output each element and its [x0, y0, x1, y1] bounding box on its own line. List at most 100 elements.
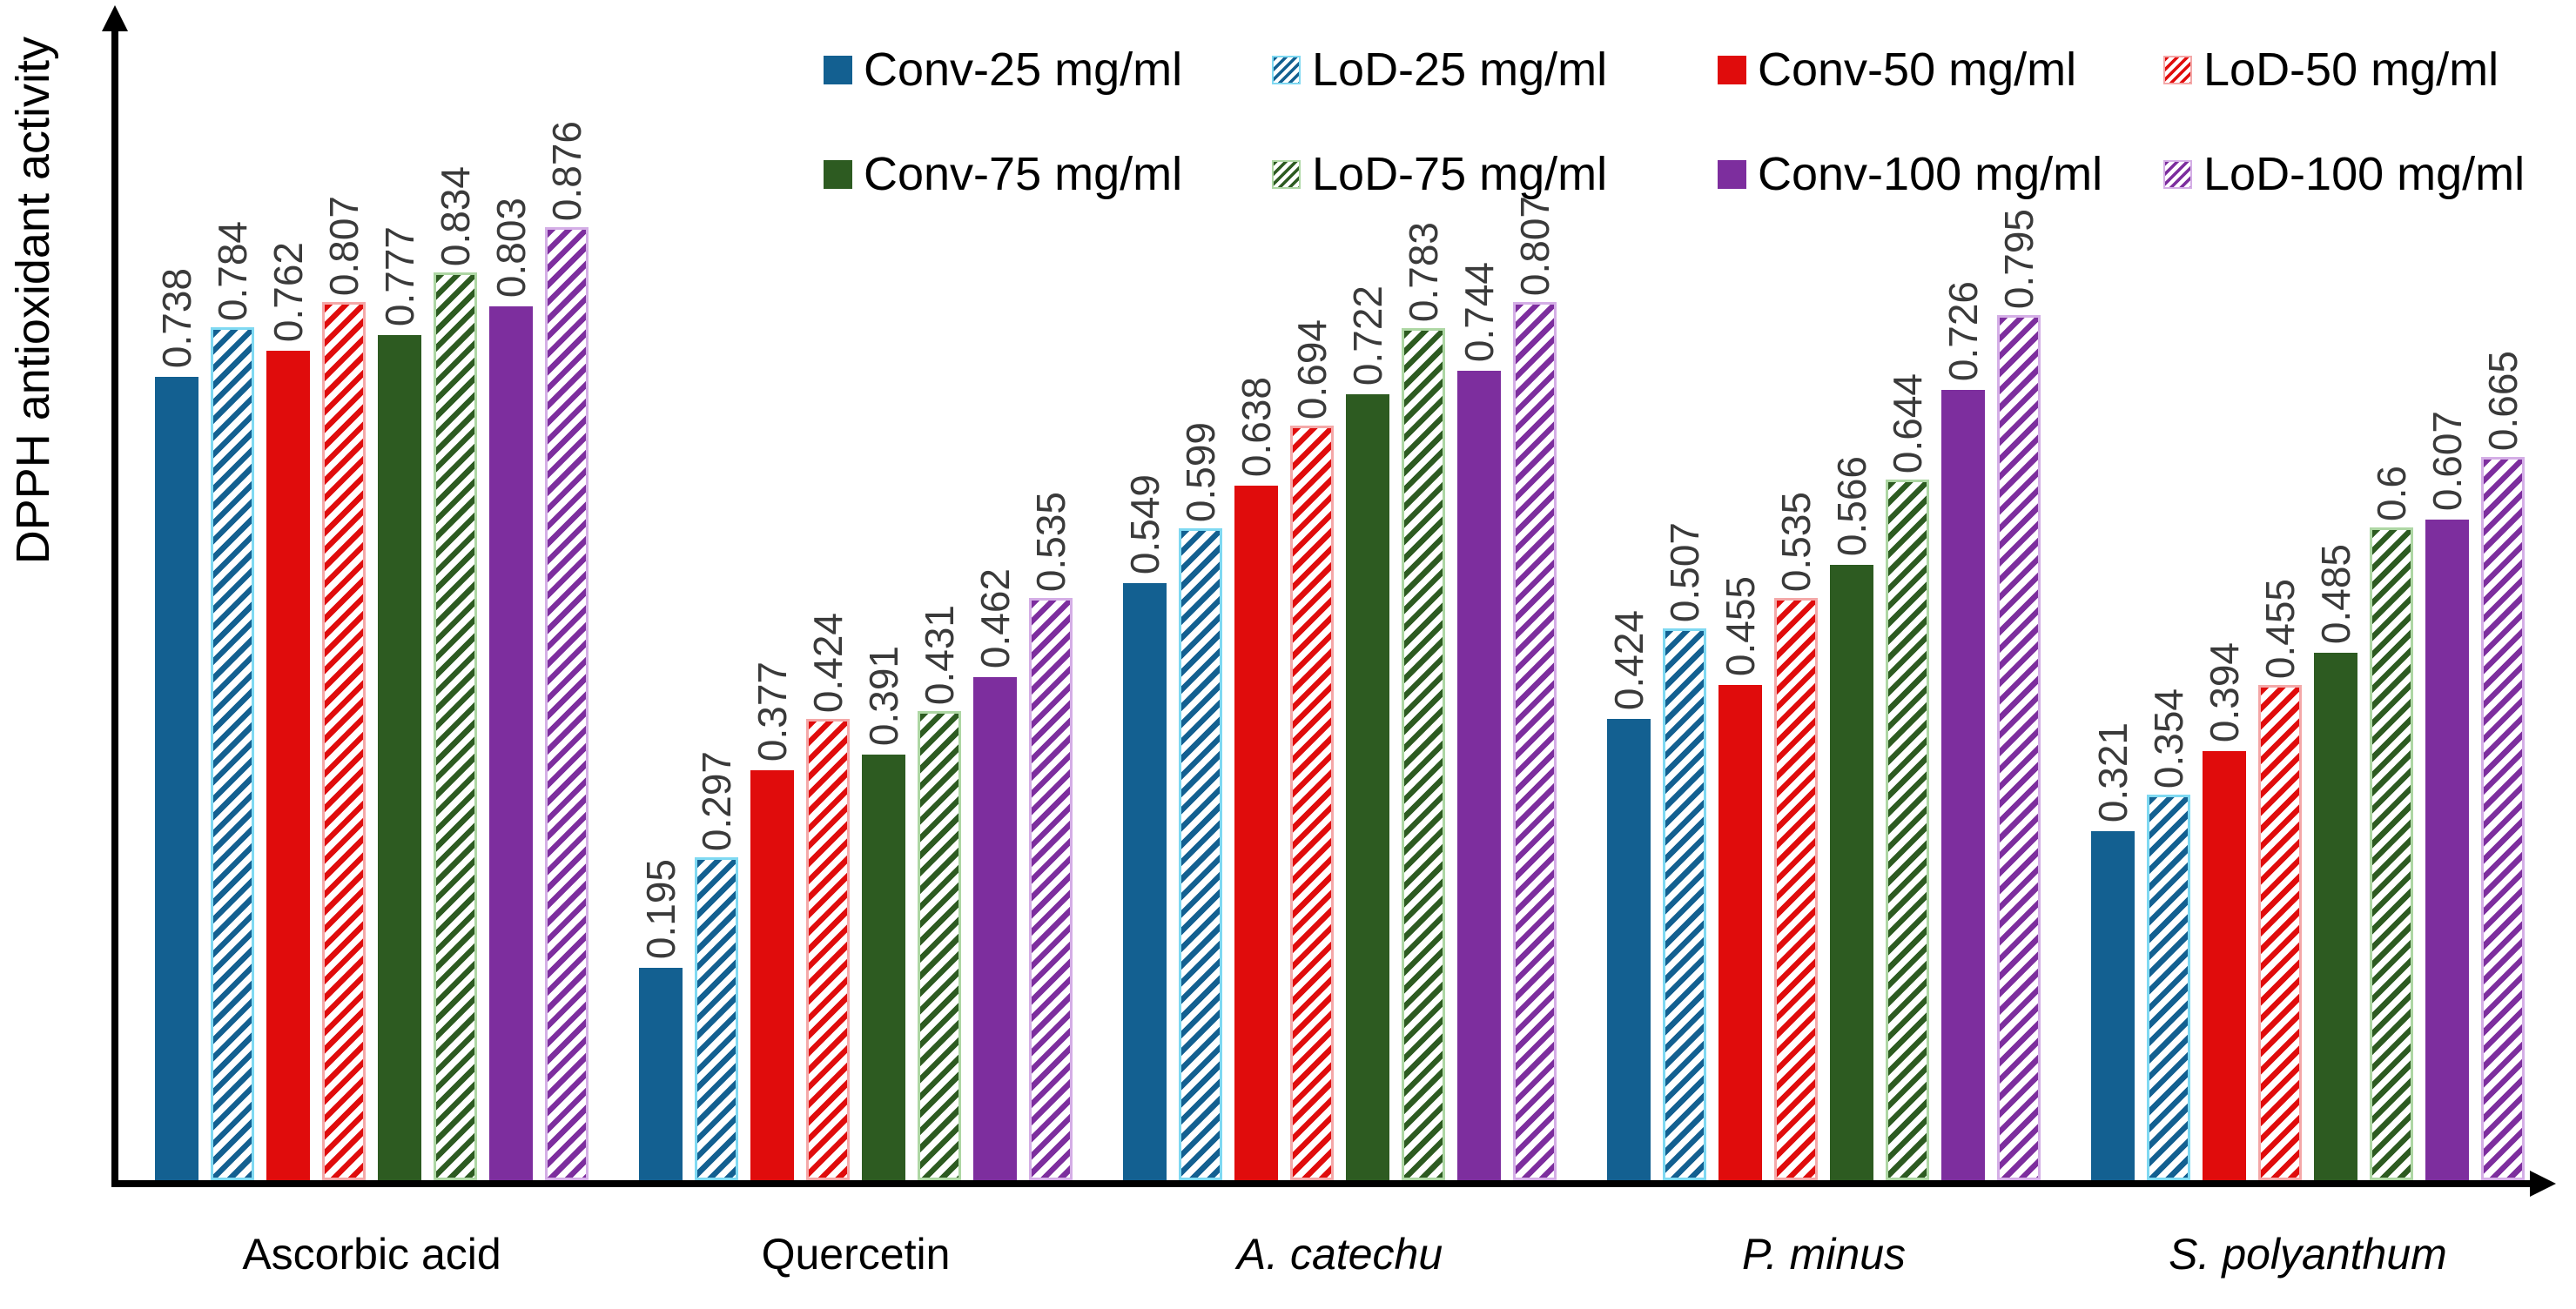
legend-row: Conv-25 mg/ml LoD-25 mg/ml Conv-50 mg/ml Lo…	[824, 35, 2525, 104]
bar-value-label: 0.424	[1606, 609, 1651, 710]
bar: 0.783	[1401, 222, 1446, 1180]
bar-value-label: 0.795	[1996, 208, 2041, 309]
bar: 0.455	[2257, 579, 2303, 1180]
bar: 0.424	[805, 613, 851, 1180]
bar: 0.744	[1456, 262, 1502, 1180]
bar: 0.535	[1773, 492, 1819, 1180]
bar-value-label: 0.455	[2257, 578, 2303, 679]
legend-row: Conv-75 mg/ml LoD-75 mg/ml Conv-100 mg/ml L…	[824, 139, 2525, 209]
bar: 0.665	[2480, 351, 2526, 1180]
legend-label: LoD-75 mg/ml	[1312, 148, 1608, 200]
bar: 0.297	[694, 751, 739, 1180]
bar-value-label: 0.485	[2313, 543, 2358, 644]
bar: 0.777	[377, 226, 422, 1180]
category-label: Quercetin	[761, 1230, 951, 1279]
bar-value-label: 0.391	[861, 645, 906, 746]
legend-item: LoD-25 mg/ml	[1272, 43, 1718, 97]
bar: 0.394	[2202, 642, 2247, 1180]
y-axis-label: DPPH antioxidant activity	[7, 37, 59, 565]
bar: 0.507	[1662, 522, 1707, 1180]
legend-swatch-icon	[2163, 159, 2192, 189]
legend-item: Conv-100 mg/ml	[1718, 147, 2163, 201]
bar-value-label: 0.807	[321, 195, 367, 296]
bar-value-label: 0.726	[1940, 280, 1986, 381]
bar: 0.726	[1940, 281, 1986, 1180]
legend-swatch-icon	[1718, 55, 1746, 84]
bar-value-label: 0.535	[1773, 491, 1819, 592]
bar-value-label: 0.566	[1829, 455, 1874, 556]
bar: 0.644	[1885, 373, 1930, 1180]
legend-label: Conv-100 mg/ml	[1758, 148, 2103, 200]
bar-value-label: 0.507	[1662, 521, 1707, 622]
bar: 0.535	[1028, 492, 1073, 1180]
bar-value-label: 0.665	[2480, 350, 2526, 451]
bar: 0.807	[1512, 196, 1557, 1180]
bar: 0.876	[544, 121, 589, 1180]
bar: 0.431	[917, 605, 962, 1180]
legend-swatch-icon	[1272, 159, 1301, 189]
bar: 0.377	[750, 661, 795, 1180]
bar-value-label: 0.599	[1178, 421, 1223, 522]
legend-swatch-icon	[1272, 55, 1301, 84]
bar-value-label: 0.738	[154, 267, 199, 368]
bar: 0.638	[1234, 377, 1279, 1180]
category-label: Ascorbic acid	[242, 1230, 501, 1279]
bar-value-label: 0.722	[1345, 285, 1390, 386]
bar-value-label: 0.535	[1028, 491, 1073, 592]
legend-swatch-icon	[1718, 159, 1746, 189]
bar: 0.566	[1829, 456, 1874, 1180]
legend: Conv-25 mg/ml LoD-25 mg/ml Conv-50 mg/ml Lo…	[824, 35, 2525, 209]
bar: 0.795	[1996, 209, 2041, 1180]
bar: 0.807	[321, 196, 367, 1180]
bar: 0.738	[154, 268, 199, 1180]
bar-value-label: 0.744	[1456, 261, 1502, 362]
bar-value-label: 0.6	[2369, 466, 2414, 521]
bar-value-label: 0.784	[210, 220, 255, 321]
legend-item: Conv-75 mg/ml	[824, 147, 1272, 201]
bar: 0.462	[972, 568, 1018, 1180]
bar-value-label: 0.195	[638, 858, 683, 959]
bar-value-label: 0.762	[266, 241, 311, 342]
bar-value-label: 0.377	[750, 661, 795, 762]
legend-label: Conv-75 mg/ml	[864, 148, 1183, 200]
legend-item: Conv-25 mg/ml	[824, 43, 1272, 97]
legend-item: LoD-50 mg/ml	[2163, 43, 2525, 97]
bar-value-label: 0.549	[1122, 473, 1167, 574]
bar-value-label: 0.321	[2090, 722, 2135, 822]
bar-value-label: 0.644	[1885, 373, 1930, 473]
bar-value-label: 0.638	[1234, 376, 1279, 477]
category-label: P. minus	[1741, 1230, 1907, 1279]
legend-label: Conv-50 mg/ml	[1758, 44, 2077, 96]
bar: 0.391	[861, 646, 906, 1180]
bar-value-label: 0.607	[2425, 410, 2470, 511]
bar-value-label: 0.354	[2146, 688, 2191, 789]
category-label: A. catechu	[1236, 1230, 1443, 1279]
legend-item: Conv-50 mg/ml	[1718, 43, 2163, 97]
legend-label: LoD-100 mg/ml	[2203, 148, 2526, 200]
bar: 0.607	[2425, 411, 2470, 1180]
legend-label: LoD-25 mg/ml	[1312, 44, 1608, 96]
bar: 0.722	[1345, 285, 1390, 1180]
bar: 0.424	[1606, 610, 1651, 1180]
legend-label: LoD-50 mg/ml	[2203, 44, 2499, 96]
y-axis-arrow-icon	[102, 5, 128, 31]
bar: 0.803	[488, 198, 534, 1180]
bar-value-label: 0.694	[1289, 319, 1335, 420]
category-label: S. polyanthum	[2169, 1230, 2447, 1279]
legend-item: LoD-100 mg/ml	[2163, 147, 2525, 201]
bar-value-label: 0.807	[1512, 195, 1557, 296]
bar-value-label: 0.876	[544, 120, 589, 221]
legend-swatch-icon	[824, 55, 852, 84]
bar-value-label: 0.462	[972, 567, 1018, 668]
bar-value-label: 0.783	[1401, 221, 1446, 322]
legend-label: Conv-25 mg/ml	[864, 44, 1183, 96]
y-axis-line	[111, 30, 118, 1187]
bar: 0.762	[266, 242, 311, 1180]
bar-value-label: 0.803	[488, 197, 534, 298]
bar: 0.485	[2313, 544, 2358, 1180]
x-axis-line	[111, 1180, 2532, 1187]
legend-swatch-icon	[2163, 55, 2192, 84]
bar: 0.195	[638, 859, 683, 1180]
legend-swatch-icon	[824, 159, 852, 189]
